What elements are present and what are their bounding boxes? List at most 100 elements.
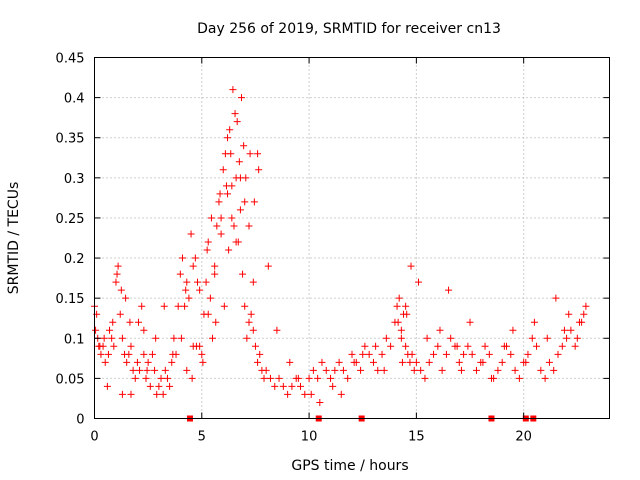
data-point [275,374,283,382]
data-point [216,190,224,198]
x-tick-label: 20 [515,430,532,445]
data-point [279,382,287,390]
y-tick-label: 0.1 [64,332,85,347]
data-point [222,182,230,190]
data-point [468,350,476,358]
data-point [207,214,215,222]
data-point [204,310,212,318]
data-point [297,382,304,390]
data-point [211,262,219,270]
data-point [159,390,167,398]
data-point [408,350,416,358]
data-point [537,366,545,374]
data-point [196,286,204,294]
data-point [550,366,558,374]
data-point [187,230,195,238]
axis-ticks: 0 0.05 0.1 0.15 0.2 0.25 0.3 0.35 0.4 0.45 0 5 10 15 2… [56,52,610,445]
data-point [382,334,390,342]
data-point [425,358,433,366]
data-point [140,350,148,358]
data-point [266,374,274,382]
data-point [229,86,237,94]
data-point [249,278,257,286]
data-point [337,390,345,398]
data-point [457,366,465,374]
x-tick-label: 5 [198,430,206,445]
data-point [155,382,163,390]
data-point [224,190,232,198]
data-point [415,278,423,286]
data-point [118,390,126,398]
data-point [125,350,133,358]
data-point [573,334,581,342]
data-point [204,238,212,246]
y-tick-label: 0.05 [56,372,85,387]
data-point [151,366,159,374]
data-point [198,350,206,358]
data-point [247,310,255,318]
data-point [361,342,369,350]
y-tick-label: 0.4 [64,92,85,107]
data-point [134,318,142,326]
data-point [174,302,182,310]
data-point [254,358,262,366]
data-point [183,366,191,374]
data-point [403,310,411,318]
data-point [464,342,472,350]
data-point [348,350,356,358]
data-point [97,350,105,358]
data-point [318,358,326,366]
data-point [421,374,429,382]
data-point [108,334,116,342]
data-point [225,246,233,254]
data-point [335,358,343,366]
x-tick-label: 0 [90,430,98,445]
data-point [213,222,221,230]
data-point [294,374,302,382]
data-point [423,334,431,342]
data-point [126,318,134,326]
data-point [168,358,176,366]
data-point [152,334,160,342]
data-point [161,366,169,374]
data-point [395,294,403,302]
data-point [235,158,243,166]
data-point [580,310,588,318]
data-point [189,262,197,270]
data-point [500,342,508,350]
data-point [329,382,337,390]
data-point [217,230,225,238]
data-point [114,262,122,270]
data-point [160,302,168,310]
data-point [176,270,184,278]
data-point [309,366,317,374]
data-point [563,334,571,342]
data-point [530,318,538,326]
y-tick-label: 0.35 [56,132,85,147]
data-point [339,366,347,374]
x-tick-label: 10 [301,430,318,445]
data-point [522,358,530,366]
data-point [163,374,171,382]
data-point [256,350,264,358]
plot-frame [94,57,610,419]
data-point [327,374,335,382]
data-point [284,390,292,398]
data-point [453,342,461,350]
data-point [541,374,549,382]
data-point [170,334,178,342]
data-point [552,294,560,302]
data-point [202,278,210,286]
y-tick-label: 0.3 [64,172,85,187]
data-point [246,150,254,158]
data-point [350,358,358,366]
data-point [169,350,177,358]
data-point [481,342,489,350]
data-point [528,334,536,342]
data-point [578,318,586,326]
data-point [217,214,225,222]
data-point [307,390,315,398]
data-point [136,366,144,374]
data-point [143,366,151,374]
data-point [365,350,373,358]
